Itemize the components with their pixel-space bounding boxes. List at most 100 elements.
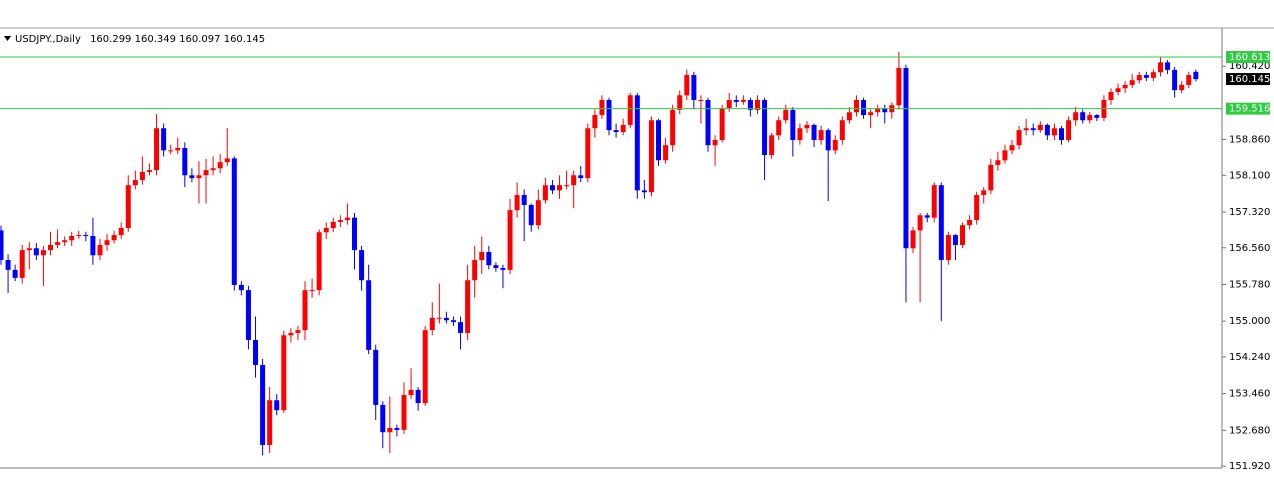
candle-body bbox=[111, 235, 117, 241]
candle-body bbox=[606, 100, 612, 131]
candle-body bbox=[677, 95, 683, 110]
candle-body bbox=[733, 100, 739, 102]
candle-body bbox=[359, 250, 365, 281]
candle-body bbox=[33, 248, 39, 256]
candle-body bbox=[535, 200, 541, 226]
candle-body bbox=[1186, 75, 1192, 85]
candle-body bbox=[1073, 112, 1079, 121]
candle-body bbox=[189, 175, 195, 179]
candle-body bbox=[479, 252, 485, 260]
candle-body bbox=[408, 389, 414, 396]
candle-body bbox=[1087, 115, 1093, 121]
candle-body bbox=[924, 215, 930, 218]
candle-body bbox=[776, 120, 782, 136]
candle-body bbox=[1157, 62, 1163, 73]
level-label: 159.516 bbox=[1229, 104, 1270, 115]
candle-body bbox=[549, 185, 555, 191]
candle-body bbox=[1066, 120, 1072, 140]
candle-body bbox=[217, 162, 223, 169]
candle-body bbox=[1016, 130, 1022, 146]
candle-body bbox=[691, 75, 697, 100]
candle-body bbox=[811, 124, 817, 140]
header-close: 160.145 bbox=[224, 34, 265, 45]
candle-body bbox=[571, 175, 577, 186]
candle-body bbox=[1023, 128, 1029, 131]
candle-body bbox=[1150, 72, 1156, 78]
header-high: 160.349 bbox=[135, 34, 176, 45]
candle-body bbox=[981, 190, 987, 196]
candle-body bbox=[882, 108, 888, 113]
candle-body bbox=[182, 148, 188, 176]
y-tick-label: 153.460 bbox=[1229, 389, 1270, 400]
candle-body bbox=[542, 185, 548, 201]
candle-body bbox=[125, 185, 131, 228]
candle-body bbox=[443, 317, 449, 321]
candle-body bbox=[945, 235, 951, 260]
dropdown-icon bbox=[4, 36, 11, 41]
price-label: 160.145 bbox=[1229, 74, 1270, 85]
candle-body bbox=[302, 290, 308, 331]
candle-body bbox=[528, 204, 534, 226]
candle-body bbox=[436, 317, 442, 319]
candle-body bbox=[1094, 115, 1100, 118]
candle-body bbox=[380, 404, 386, 433]
candle-body bbox=[578, 175, 584, 179]
candle-body bbox=[500, 268, 506, 270]
candle-body bbox=[344, 217, 350, 220]
candle-body bbox=[76, 235, 82, 237]
candle-body bbox=[55, 242, 61, 245]
level-label: 160.613 bbox=[1229, 52, 1270, 63]
candle-body bbox=[592, 115, 598, 129]
candle-body bbox=[769, 135, 775, 156]
candle-body bbox=[203, 170, 209, 176]
candle-body bbox=[960, 225, 966, 245]
candle-body bbox=[712, 140, 718, 146]
candle-body bbox=[705, 100, 711, 146]
candle-body bbox=[1051, 128, 1057, 136]
header-low: 160.097 bbox=[179, 34, 220, 45]
candle-body bbox=[1009, 145, 1015, 151]
candle-body bbox=[832, 140, 838, 151]
price-label-box bbox=[1226, 73, 1270, 86]
header-open: 160.299 bbox=[90, 34, 131, 45]
candle-body bbox=[486, 252, 492, 266]
candle-body bbox=[1108, 92, 1114, 100]
candle-body bbox=[267, 400, 273, 445]
candle-body bbox=[1143, 75, 1149, 78]
candle-body bbox=[224, 158, 230, 163]
candle-body bbox=[762, 100, 768, 156]
candle-body bbox=[1080, 112, 1086, 121]
candle-body bbox=[161, 128, 167, 151]
candle-body bbox=[754, 100, 760, 110]
candle-body bbox=[853, 100, 859, 113]
candle-body bbox=[458, 322, 464, 333]
candle-body bbox=[641, 190, 647, 193]
candle-body bbox=[330, 221, 336, 228]
candle-body bbox=[62, 240, 68, 243]
candle-body bbox=[0, 230, 4, 260]
candle-body bbox=[146, 170, 152, 172]
candle-body bbox=[564, 185, 570, 187]
candle-body bbox=[1115, 88, 1121, 92]
candle-body bbox=[1165, 62, 1171, 70]
candle-body bbox=[373, 349, 379, 405]
candle-body bbox=[627, 95, 633, 125]
y-tick-label: 156.560 bbox=[1229, 243, 1270, 254]
y-tick-label: 151.920 bbox=[1229, 461, 1270, 472]
candle-body bbox=[903, 68, 909, 249]
candle-body bbox=[387, 428, 393, 433]
candle-body bbox=[337, 220, 343, 222]
candle-body bbox=[281, 335, 287, 411]
candle-body bbox=[861, 100, 867, 116]
candle-body bbox=[1037, 124, 1043, 131]
candle-body bbox=[104, 240, 110, 245]
candle-body bbox=[139, 172, 145, 180]
candle-body bbox=[309, 290, 315, 292]
chart-header: USDJPY.,Daily 160.299 160.349 160.097 16… bbox=[15, 34, 265, 45]
y-tick-label: 158.100 bbox=[1229, 170, 1270, 181]
y-tick-label: 155.000 bbox=[1229, 316, 1270, 327]
candle-body bbox=[97, 244, 103, 256]
candle-body bbox=[1059, 128, 1064, 140]
y-tick-label: 152.680 bbox=[1229, 425, 1270, 436]
